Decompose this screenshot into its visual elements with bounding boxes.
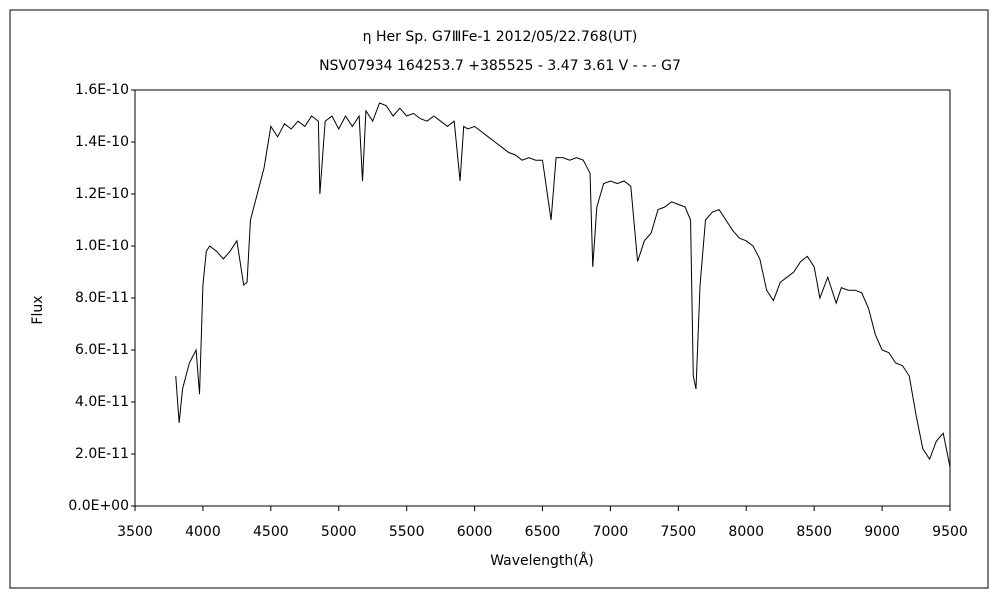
y-axis-label: Flux — [30, 295, 46, 324]
y-tick-label: 1.0E-10 — [75, 238, 129, 254]
x-tick-label: 6000 — [457, 524, 493, 540]
x-tick-label: 4000 — [185, 524, 221, 540]
plot-frame — [134, 89, 951, 507]
y-tick-label: 8.0E-11 — [75, 290, 129, 306]
x-axis-label: Wavelength(Å) — [490, 552, 594, 569]
y-tick-label: 4.0E-11 — [75, 394, 129, 410]
spectrum-line — [175, 102, 951, 468]
x-tick-label: 9000 — [864, 524, 900, 540]
x-tick-label: 9500 — [932, 524, 968, 540]
x-tick-label: 6500 — [525, 524, 561, 540]
y-tick-label: 1.6E-10 — [75, 82, 129, 98]
x-tick-label: 4500 — [253, 524, 289, 540]
chart-border — [9, 9, 989, 589]
y-tick-label: 1.2E-10 — [75, 186, 129, 202]
x-tick-label: 7000 — [593, 524, 629, 540]
y-tick-label: 1.4E-10 — [75, 134, 129, 150]
y-tick-label: 2.0E-11 — [75, 446, 129, 462]
x-tick-label: 7500 — [661, 524, 697, 540]
x-tick-label: 5500 — [389, 524, 425, 540]
x-tick-label: 3500 — [117, 524, 153, 540]
y-tick-label: 0.0E+00 — [68, 498, 129, 514]
x-tick-label: 8000 — [728, 524, 764, 540]
x-tick-label: 5000 — [321, 524, 357, 540]
x-tick-label: 8500 — [796, 524, 832, 540]
y-tick-label: 6.0E-11 — [75, 342, 129, 358]
chart-subtitle: NSV07934 164253.7 +385525 - 3.47 3.61 V … — [319, 58, 681, 74]
chart-title: η Her Sp. G7ⅢFe-1 2012/05/22.768(UT) — [363, 29, 638, 45]
